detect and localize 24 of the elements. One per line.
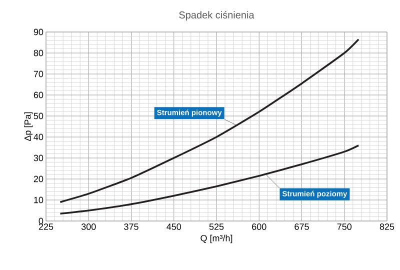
x-tick-label: 750	[337, 224, 352, 230]
x-tick-label: 825	[380, 224, 394, 230]
y-tick-label: 30	[34, 154, 44, 162]
x-axis-title: Q [m³/h]	[200, 234, 232, 244]
x-tick-label: 300	[81, 224, 96, 230]
x-tick-label: 600	[252, 224, 266, 230]
line-series	[59, 38, 360, 203]
y-tick-label: 90	[34, 28, 44, 36]
y-tick-label: 0	[38, 218, 44, 224]
y-tick-label: 60	[34, 92, 44, 98]
y-axis-title: Δp [Pa]	[24, 112, 33, 141]
y-tick-label: 20	[34, 176, 44, 182]
x-tick-label: 225	[38, 224, 54, 230]
y-tick-label: 10	[34, 196, 44, 204]
x-tick-label: 450	[166, 224, 182, 230]
y-tick-label: 40	[34, 134, 44, 140]
y-tick-label: 80	[34, 50, 44, 56]
y-tick-label: 70	[34, 70, 44, 78]
x-tick-label: 675	[294, 224, 309, 230]
chart-title: Spadek ciśnienia	[179, 11, 254, 20]
x-tick-label: 375	[124, 224, 138, 230]
line-series	[59, 144, 360, 215]
y-tick-label: 50	[34, 112, 44, 120]
x-tick-label: 525	[209, 224, 224, 230]
